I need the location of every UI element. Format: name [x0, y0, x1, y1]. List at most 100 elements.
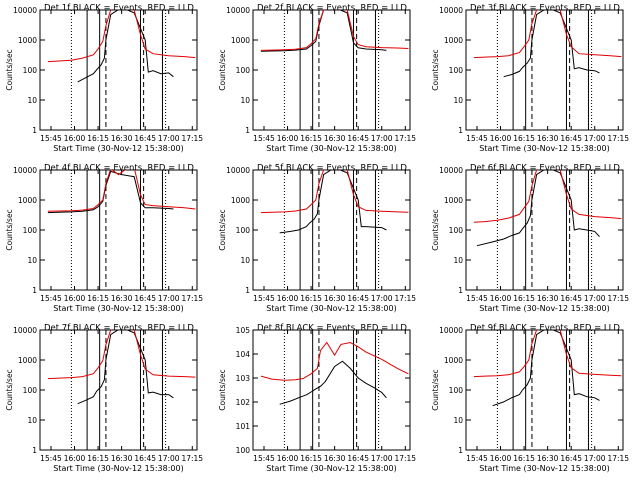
y-axis-label: Counts/sec	[218, 49, 227, 90]
panel-det-4: Det 4f BLACK = Events, RED = LLD 1 10 100 10…	[5, 164, 203, 314]
y-tick-label: 10000	[13, 326, 37, 335]
x-tick-label: 16:00	[64, 294, 86, 303]
x-tick-label: 17:15	[607, 134, 629, 143]
x-tick-label: 17:15	[394, 294, 416, 303]
y-tick-label: 100	[23, 66, 38, 75]
x-axis-label: Start Time (30-Nov-12 15:38:00)	[53, 144, 183, 153]
y-tick-label: 10	[453, 416, 463, 425]
x-axis-label: Start Time (30-Nov-12 15:38:00)	[53, 464, 183, 473]
y-tick-label: 1000	[18, 36, 37, 45]
panel-title: Det 5f BLACK = Events, RED = LLD	[257, 164, 407, 174]
y-tick-label: 10	[27, 96, 37, 105]
y-tick-label: 103	[236, 374, 251, 383]
x-tick-label: 16:45	[560, 294, 582, 303]
y-tick-label: 102	[236, 398, 251, 407]
y-tick-label: 100	[449, 386, 464, 395]
series-line-lld	[47, 10, 196, 63]
y-tick-label: 1000	[444, 196, 463, 205]
y-axis-label: Counts/sec	[5, 49, 14, 90]
x-tick-label: 17:00	[371, 134, 393, 143]
series-line-lld	[47, 330, 196, 380]
y-tick-label: 10	[27, 416, 37, 425]
y-tick-label: 100	[236, 66, 251, 75]
y-tick-label: 101	[236, 422, 251, 431]
y-tick-label: 100	[449, 226, 464, 235]
x-tick-label: 15:45	[466, 454, 488, 463]
x-tick-label: 17:00	[584, 294, 606, 303]
panel-title: Det 1f BLACK = Events, RED = LLD	[44, 4, 194, 14]
series-line-lld	[473, 170, 622, 223]
series-line-events	[77, 10, 174, 83]
x-tick-label: 17:15	[607, 294, 629, 303]
plot-frame	[252, 169, 411, 291]
x-tick-label: 16:30	[324, 454, 346, 463]
panel-det-7: Det 7f BLACK = Events, RED = LLD 1 10 100 10…	[5, 324, 203, 474]
panel-det-5: Det 5f BLACK = Events, RED = LLD 1 10 100 10…	[218, 164, 416, 314]
panel-det-6: Det 6f BLACK = Events, RED = LLD 1 10 100 10…	[431, 164, 629, 314]
x-tick-label: 16:30	[537, 454, 559, 463]
x-tick-label: 16:00	[490, 294, 512, 303]
y-tick-label: 1000	[18, 196, 37, 205]
x-tick-label: 15:45	[466, 294, 488, 303]
x-tick-label: 15:45	[253, 294, 275, 303]
series-line-events	[47, 170, 174, 214]
x-tick-label: 17:00	[158, 454, 180, 463]
x-tick-label: 15:45	[40, 134, 62, 143]
x-tick-label: 17:00	[584, 134, 606, 143]
panel-det-8: Det 8f BLACK = Events, RED = LLD 100 101 10…	[218, 324, 416, 474]
plot-frame	[39, 9, 198, 131]
series-line-events	[279, 170, 387, 234]
x-axis-label: Start Time (30-Nov-12 15:38:00)	[479, 464, 609, 473]
x-tick-label: 16:15	[300, 454, 322, 463]
x-tick-label: 16:00	[277, 134, 299, 143]
y-tick-label: 100	[236, 446, 251, 455]
x-tick-label: 17:00	[371, 454, 393, 463]
x-axis-label: Start Time (30-Nov-12 15:38:00)	[479, 304, 609, 313]
x-axis-label: Start Time (30-Nov-12 15:38:00)	[53, 304, 183, 313]
y-axis-label: Counts/sec	[431, 209, 440, 250]
series-line-events	[77, 330, 174, 405]
y-axis-label: Counts/sec	[431, 369, 440, 410]
x-tick-label: 16:45	[347, 134, 369, 143]
y-tick-label: 1	[245, 286, 250, 295]
x-tick-label: 16:00	[64, 454, 86, 463]
series-line-lld	[260, 10, 409, 51]
plot-frame	[39, 169, 198, 291]
y-tick-label: 10000	[226, 166, 250, 175]
x-tick-label: 17:00	[158, 294, 180, 303]
y-tick-label: 1000	[231, 36, 250, 45]
y-tick-label: 1	[458, 446, 463, 455]
plot-frame	[39, 329, 198, 451]
plot-frame	[465, 329, 624, 451]
y-tick-label: 104	[236, 350, 251, 359]
x-tick-label: 15:45	[253, 454, 275, 463]
x-tick-label: 16:45	[134, 454, 156, 463]
y-axis-label: Counts/sec	[218, 209, 227, 250]
y-tick-label: 100	[23, 386, 38, 395]
panel-title: Det 4f BLACK = Events, RED = LLD	[44, 164, 194, 174]
series-line-events	[492, 330, 600, 407]
panel-title: Det 2f BLACK = Events, RED = LLD	[257, 4, 407, 14]
x-tick-label: 16:15	[87, 294, 109, 303]
x-tick-label: 16:45	[347, 454, 369, 463]
y-tick-label: 105	[236, 326, 251, 335]
x-tick-label: 16:45	[560, 454, 582, 463]
x-tick-label: 16:00	[277, 294, 299, 303]
y-axis-label: Counts/sec	[5, 209, 14, 250]
y-tick-label: 1	[32, 446, 37, 455]
plot-frame	[465, 9, 624, 131]
x-tick-label: 15:45	[40, 454, 62, 463]
x-tick-label: 15:45	[466, 134, 488, 143]
series-line-lld	[473, 10, 622, 59]
panel-det-2: Det 2f BLACK = Events, RED = LLD 1 10 100 10…	[218, 4, 416, 154]
x-tick-label: 16:00	[490, 134, 512, 143]
x-axis-label: Start Time (30-Nov-12 15:38:00)	[479, 144, 609, 153]
x-tick-label: 16:15	[87, 454, 109, 463]
x-axis-label: Start Time (30-Nov-12 15:38:00)	[266, 464, 396, 473]
y-tick-label: 10	[27, 256, 37, 265]
y-tick-label: 1	[32, 126, 37, 135]
series-line-events	[279, 360, 387, 405]
x-axis-label: Start Time (30-Nov-12 15:38:00)	[266, 144, 396, 153]
x-tick-label: 16:30	[537, 134, 559, 143]
